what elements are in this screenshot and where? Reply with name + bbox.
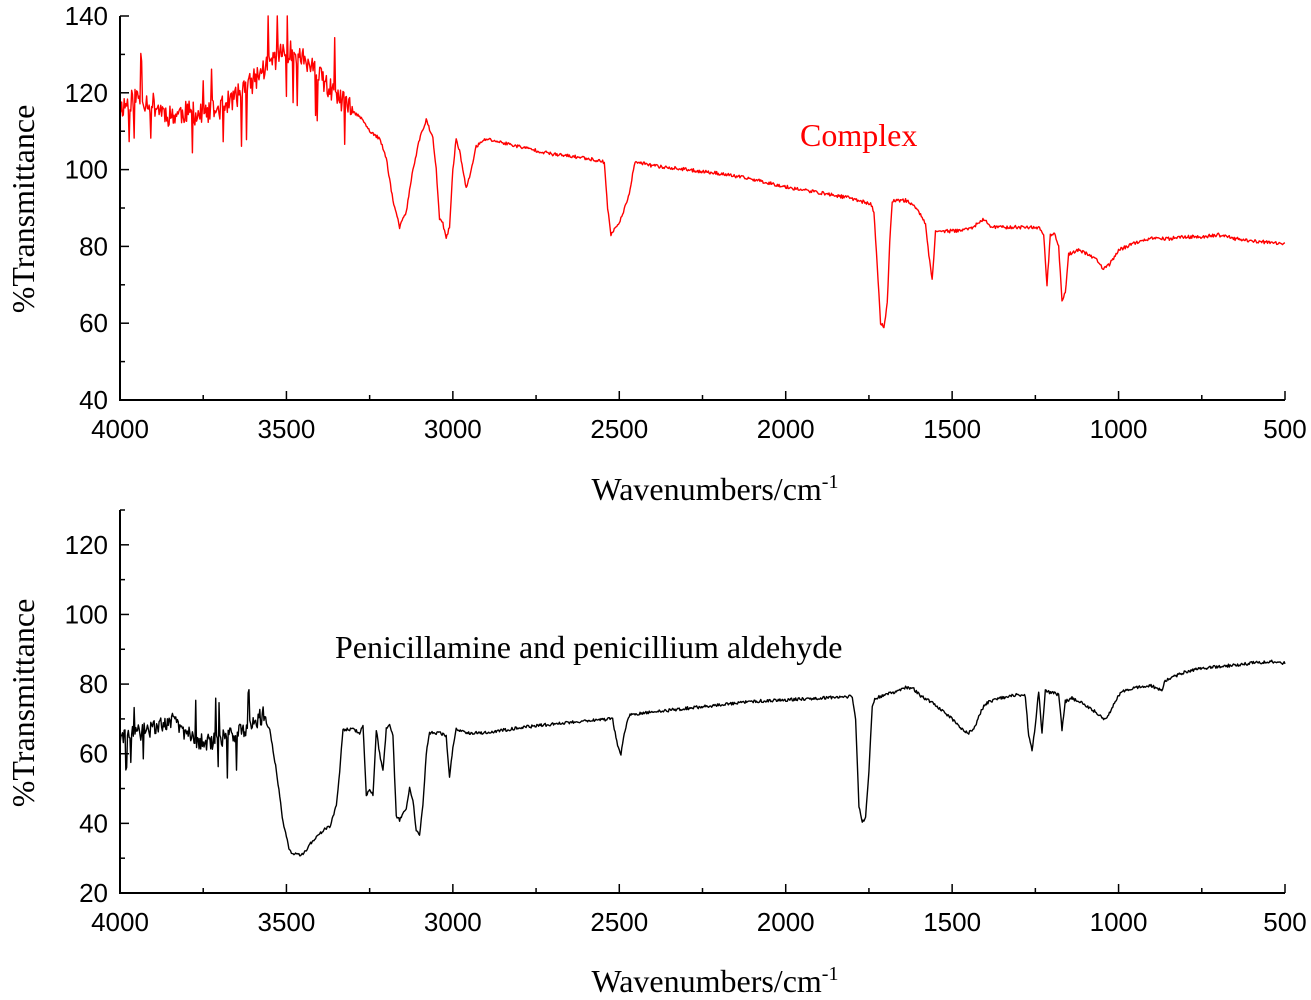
x-tick-label: 2000: [757, 907, 815, 937]
x-tick-label: 3500: [258, 907, 316, 937]
y-tick-label: 20: [79, 878, 108, 908]
x-tick-label: 1500: [923, 907, 981, 937]
y-tick-label: 120: [65, 78, 108, 108]
y-tick-label: 120: [65, 530, 108, 560]
x-tick-label: 3000: [424, 414, 482, 444]
chart-panel-complex: 4000 3500 3000 2500 2000 1500 1000 500 40 60 80 100…: [5, 1, 1307, 507]
x-tick-label: 2000: [757, 414, 815, 444]
x-tick-label: 1000: [1090, 414, 1148, 444]
series-label-complex: Complex: [800, 117, 917, 153]
tick-labels: 4000 3500 3000 2500 2000 1500 1000 500 20 40 60 80 1…: [65, 530, 1307, 937]
series-line-complex: [119, 15, 1286, 329]
x-tick-label: 4000: [91, 414, 149, 444]
x-tick-label: 3500: [258, 414, 316, 444]
x-tick-label: 3000: [424, 907, 482, 937]
x-tick-label: 500: [1263, 907, 1306, 937]
x-tick-label: 500: [1263, 414, 1306, 444]
x-tick-label: 2500: [590, 414, 648, 444]
series-label-penicillamine: Penicillamine and penicillium aldehyde: [335, 629, 842, 665]
y-tick-label: 40: [79, 808, 108, 838]
tick-labels: 4000 3500 3000 2500 2000 1500 1000 500 40 60 80 100…: [65, 1, 1307, 444]
chart-panel-penicillamine: 4000 3500 3000 2500 2000 1500 1000 500 20 40 60 80 1…: [5, 509, 1307, 999]
axis-frame: [119, 510, 1285, 894]
x-tick-label: 1500: [923, 414, 981, 444]
x-axis-title: Wavenumbers/cm-1: [592, 963, 839, 999]
y-tick-label: 80: [79, 231, 108, 261]
y-tick-label: 60: [79, 739, 108, 769]
x-tick-label: 1000: [1090, 907, 1148, 937]
y-tick-label: 100: [65, 599, 108, 629]
y-tick-label: 100: [65, 155, 108, 185]
y-tick-label: 40: [79, 385, 108, 415]
y-axis-title: %Transmittance: [5, 105, 41, 314]
x-tick-label: 2500: [590, 907, 648, 937]
y-tick-label: 60: [79, 308, 108, 338]
axis-frame: [119, 16, 1285, 401]
y-tick-label: 140: [65, 1, 108, 31]
x-axis-title: Wavenumbers/cm-1: [592, 471, 839, 507]
y-axis-title: %Transmittance: [5, 599, 41, 808]
x-tick-label: 4000: [91, 907, 149, 937]
tick-marks: [119, 509, 1286, 894]
y-tick-label: 80: [79, 669, 108, 699]
series-line-penicillamine: [119, 659, 1286, 857]
tick-marks: [119, 15, 1286, 401]
